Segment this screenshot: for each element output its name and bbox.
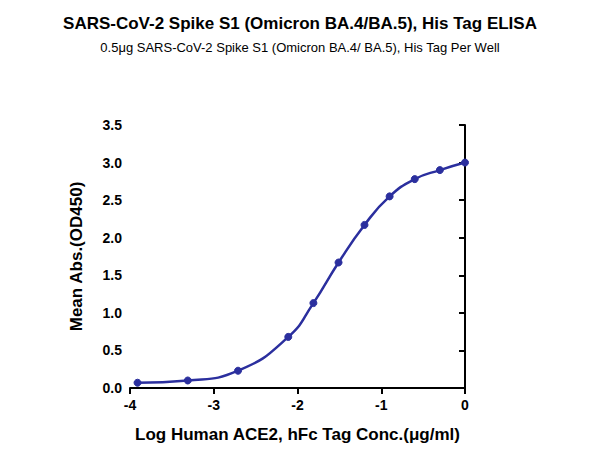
svg-text:1.5: 1.5 (103, 267, 123, 283)
svg-text:0.5μg SARS-CoV-2 Spike S1 (Omi: 0.5μg SARS-CoV-2 Spike S1 (Omicron BA.4/… (100, 40, 499, 55)
svg-text:Mean Abs.(OD450): Mean Abs.(OD450) (67, 182, 86, 332)
svg-text:2.5: 2.5 (103, 192, 123, 208)
svg-text:1.0: 1.0 (103, 305, 123, 321)
svg-text:0: 0 (461, 397, 469, 413)
svg-text:-1: -1 (375, 397, 388, 413)
svg-text:0.5: 0.5 (103, 342, 123, 358)
svg-text:-3: -3 (208, 397, 221, 413)
svg-text:SARS-CoV-2 Spike S1 (Omicron B: SARS-CoV-2 Spike S1 (Omicron BA.4/BA.5),… (63, 14, 537, 33)
svg-text:3.5: 3.5 (103, 117, 123, 133)
svg-text:0.0: 0.0 (103, 380, 123, 396)
svg-text:-4: -4 (124, 397, 137, 413)
svg-text:-2: -2 (291, 397, 304, 413)
svg-text:2.0: 2.0 (103, 230, 123, 246)
svg-text:3.0: 3.0 (103, 155, 123, 171)
svg-text:Log Human ACE2, hFc Tag Conc.(: Log Human ACE2, hFc Tag Conc.(μg/ml) (135, 425, 460, 444)
